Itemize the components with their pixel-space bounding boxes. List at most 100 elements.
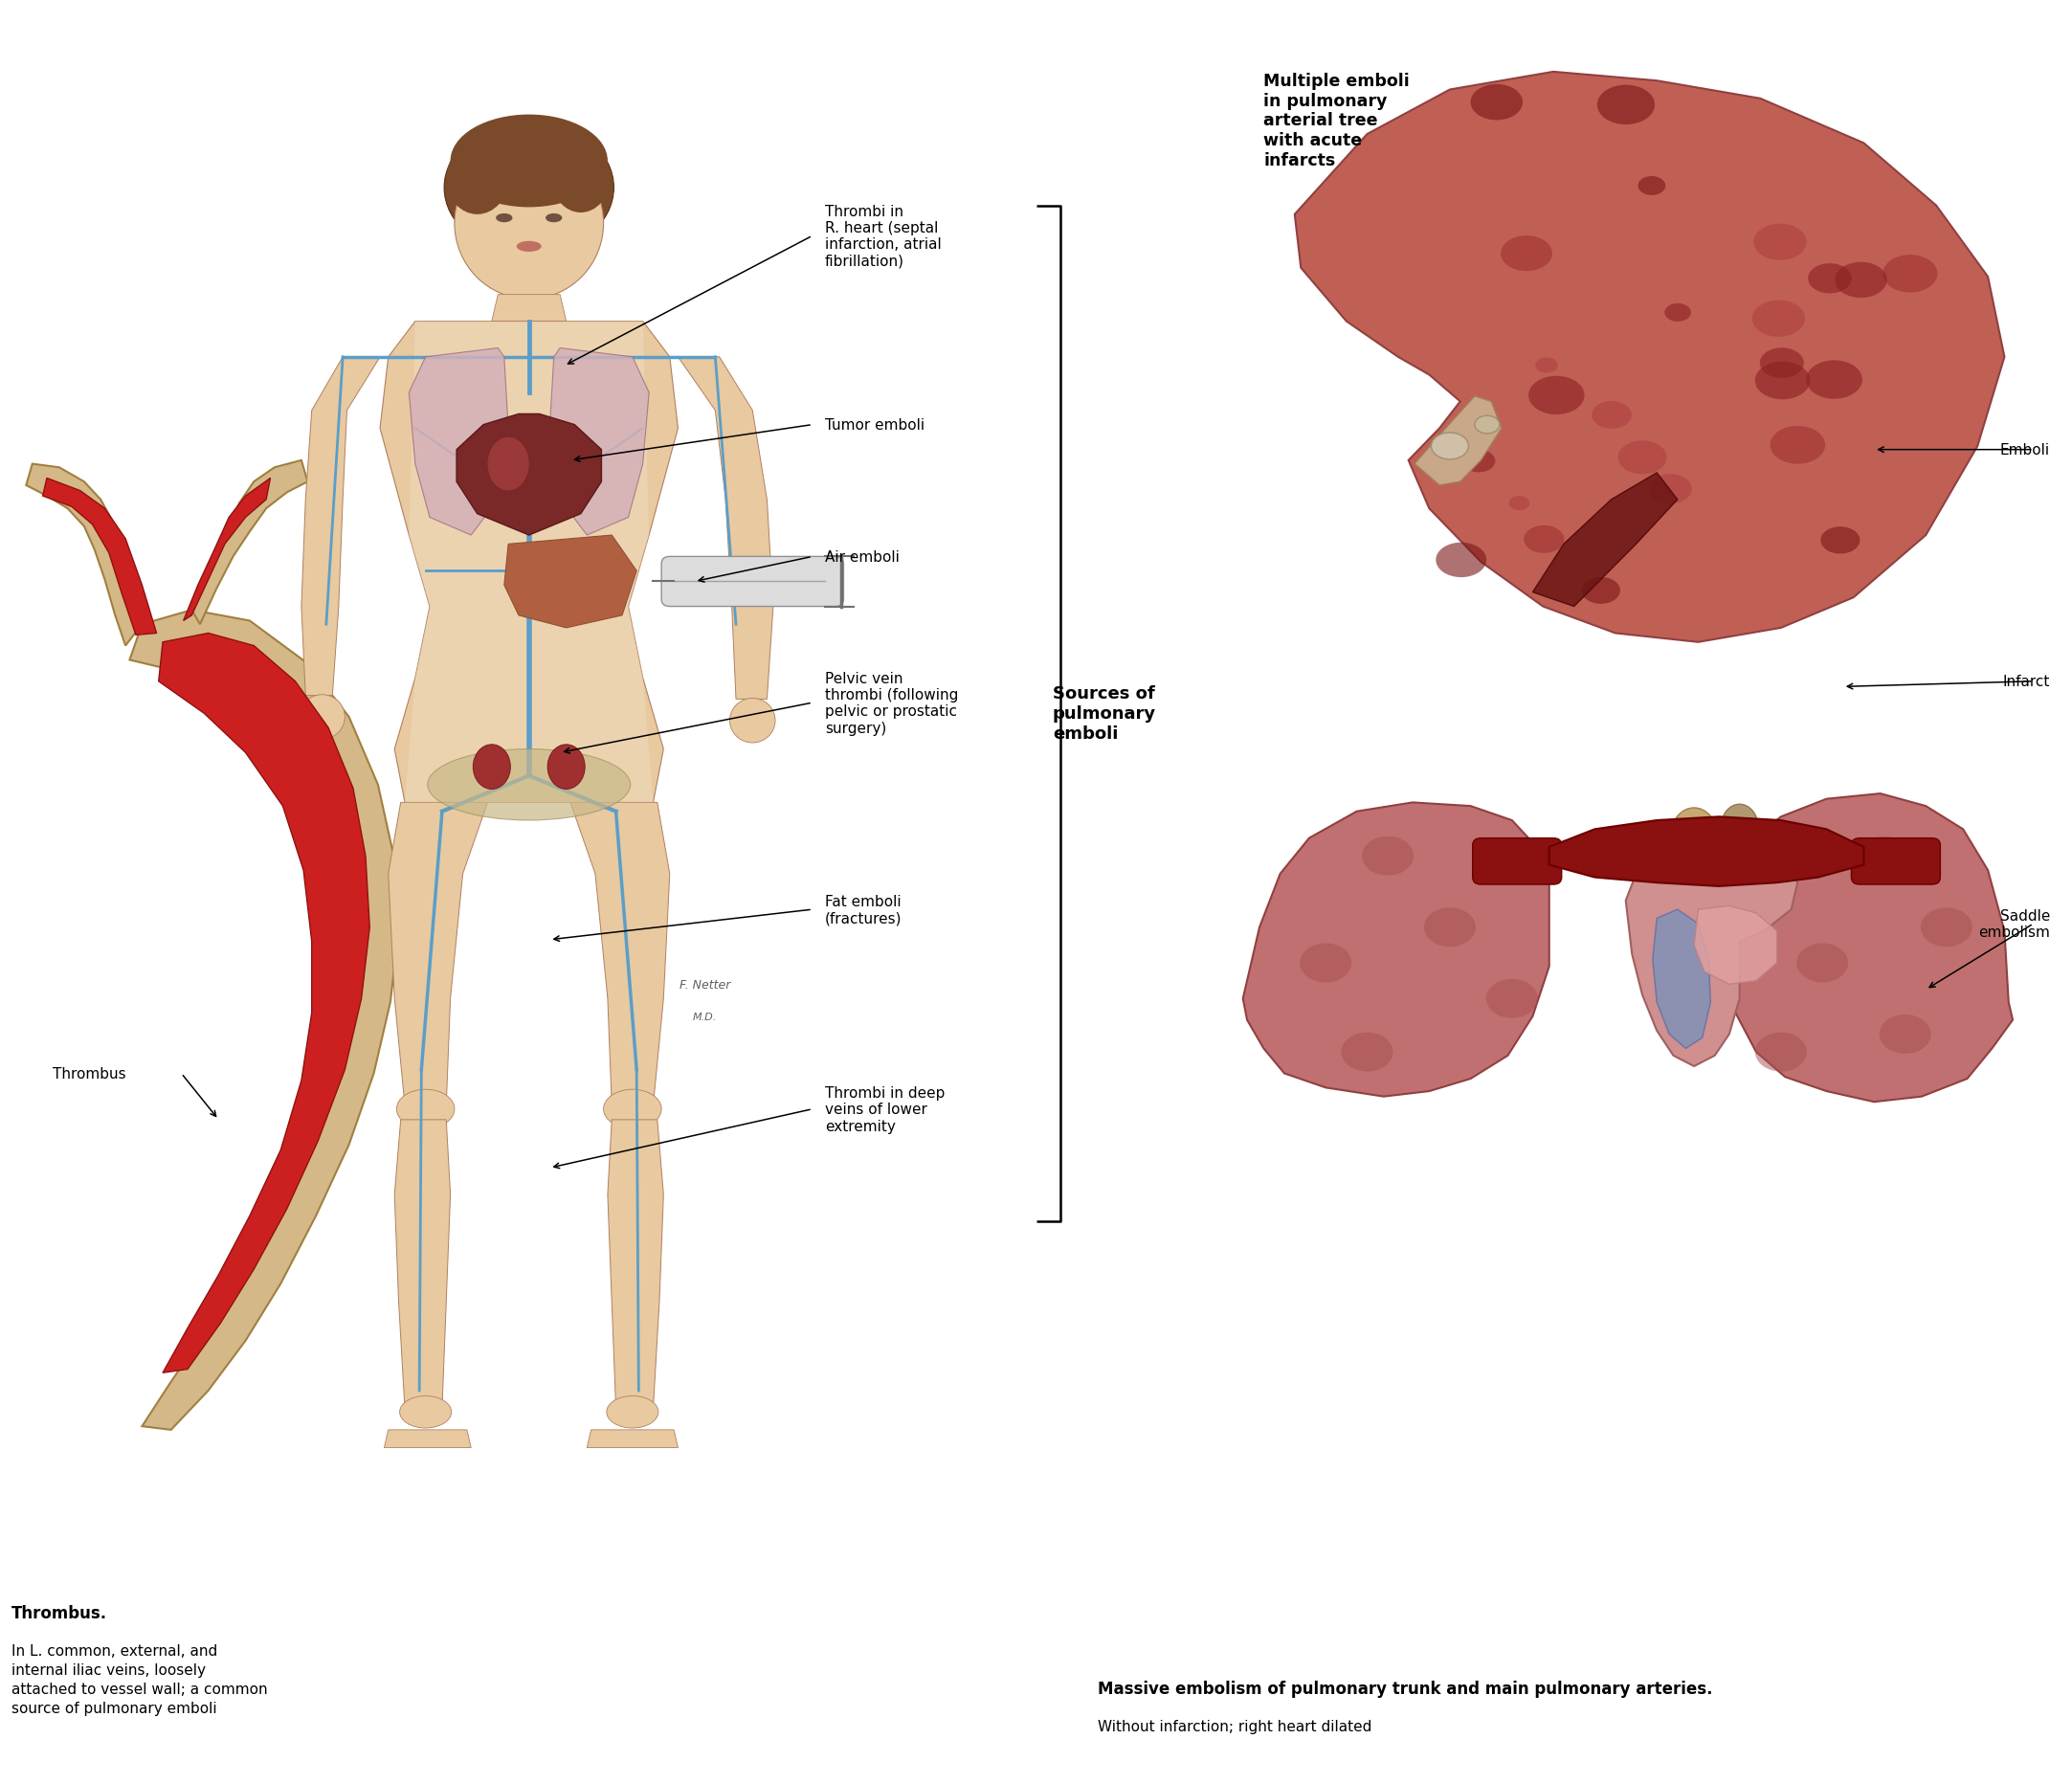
Ellipse shape xyxy=(1759,348,1805,378)
Ellipse shape xyxy=(551,146,609,214)
Polygon shape xyxy=(27,464,143,646)
Ellipse shape xyxy=(1755,362,1811,400)
Ellipse shape xyxy=(1769,426,1825,464)
Ellipse shape xyxy=(516,243,541,253)
Text: Infarct: Infarct xyxy=(2004,674,2049,689)
Polygon shape xyxy=(491,294,566,321)
Polygon shape xyxy=(503,535,636,628)
Text: M.D.: M.D. xyxy=(692,1012,717,1022)
Polygon shape xyxy=(1415,396,1502,485)
Ellipse shape xyxy=(1664,303,1691,323)
Ellipse shape xyxy=(603,1090,661,1129)
Ellipse shape xyxy=(1500,237,1552,271)
Ellipse shape xyxy=(1672,808,1718,862)
Text: Thrombi in
R. heart (septal
infarction, atrial
fibrillation): Thrombi in R. heart (septal infarction, … xyxy=(825,205,941,269)
Polygon shape xyxy=(1533,473,1678,607)
Ellipse shape xyxy=(729,699,775,744)
Text: Tumor emboli: Tumor emboli xyxy=(825,417,924,432)
Polygon shape xyxy=(570,803,669,1106)
Text: Thrombus: Thrombus xyxy=(54,1067,126,1081)
Polygon shape xyxy=(1550,817,1863,887)
Ellipse shape xyxy=(298,696,344,740)
Text: F. Netter: F. Netter xyxy=(680,978,731,990)
Ellipse shape xyxy=(1463,450,1496,473)
Ellipse shape xyxy=(607,1397,659,1429)
Polygon shape xyxy=(160,633,369,1374)
Ellipse shape xyxy=(1529,376,1585,416)
Polygon shape xyxy=(383,1431,470,1449)
Ellipse shape xyxy=(1598,86,1656,125)
Ellipse shape xyxy=(1836,262,1888,298)
Ellipse shape xyxy=(1821,528,1861,555)
Ellipse shape xyxy=(454,148,603,300)
Text: Emboli: Emboli xyxy=(1999,442,2049,457)
FancyBboxPatch shape xyxy=(661,557,843,607)
Ellipse shape xyxy=(1753,301,1805,337)
Ellipse shape xyxy=(545,214,562,223)
Ellipse shape xyxy=(1722,805,1759,851)
Ellipse shape xyxy=(427,749,630,821)
Text: Thrombi in deep
veins of lower
extremity: Thrombi in deep veins of lower extremity xyxy=(825,1085,945,1133)
Polygon shape xyxy=(193,460,307,624)
Ellipse shape xyxy=(1859,837,1910,876)
Ellipse shape xyxy=(1475,416,1500,434)
Polygon shape xyxy=(394,1120,450,1409)
Ellipse shape xyxy=(1436,542,1486,578)
Text: Air emboli: Air emboli xyxy=(825,549,899,564)
FancyBboxPatch shape xyxy=(1850,838,1939,885)
Text: Multiple emboli
in pulmonary
arterial tree
with acute
infarcts: Multiple emboli in pulmonary arterial tr… xyxy=(1264,73,1409,169)
Ellipse shape xyxy=(400,1397,452,1429)
Ellipse shape xyxy=(1471,86,1523,121)
Polygon shape xyxy=(44,478,157,635)
Text: Without infarction; right heart dilated: Without infarction; right heart dilated xyxy=(1098,1718,1372,1732)
Text: Saddle
embolism: Saddle embolism xyxy=(1979,908,2049,940)
Ellipse shape xyxy=(1883,255,1937,293)
Ellipse shape xyxy=(1361,837,1413,876)
Ellipse shape xyxy=(1755,1033,1807,1072)
Polygon shape xyxy=(300,357,379,696)
Text: In L. common, external, and
internal iliac veins, loosely
attached to vessel wal: In L. common, external, and internal ili… xyxy=(12,1643,267,1714)
Ellipse shape xyxy=(472,746,510,790)
Polygon shape xyxy=(1295,73,2004,642)
Polygon shape xyxy=(456,414,601,535)
Text: Sources of
pulmonary
emboli: Sources of pulmonary emboli xyxy=(1053,685,1156,742)
Ellipse shape xyxy=(1879,1015,1931,1054)
Ellipse shape xyxy=(1523,526,1564,553)
Polygon shape xyxy=(586,1431,678,1449)
Polygon shape xyxy=(184,478,269,621)
Ellipse shape xyxy=(1341,1033,1392,1072)
FancyBboxPatch shape xyxy=(1473,838,1562,885)
Ellipse shape xyxy=(1423,908,1475,947)
Ellipse shape xyxy=(1591,401,1633,430)
Ellipse shape xyxy=(495,214,512,223)
Ellipse shape xyxy=(1753,225,1807,260)
Polygon shape xyxy=(379,321,678,803)
Polygon shape xyxy=(1627,838,1798,1067)
Ellipse shape xyxy=(396,1090,454,1129)
Text: Pelvic vein
thrombi (following
pelvic or prostatic
surgery): Pelvic vein thrombi (following pelvic or… xyxy=(825,671,959,735)
Ellipse shape xyxy=(1796,944,1848,983)
Ellipse shape xyxy=(487,437,528,491)
Polygon shape xyxy=(607,1120,663,1409)
Polygon shape xyxy=(408,348,508,535)
Ellipse shape xyxy=(1486,979,1537,1019)
Ellipse shape xyxy=(1637,177,1666,196)
Text: Fat emboli
(fractures): Fat emboli (fractures) xyxy=(825,894,901,926)
Polygon shape xyxy=(1243,803,1550,1097)
Ellipse shape xyxy=(1921,908,1973,947)
Ellipse shape xyxy=(547,746,584,790)
Ellipse shape xyxy=(1809,264,1852,294)
Ellipse shape xyxy=(450,116,607,209)
Text: Massive embolism of pulmonary trunk and main pulmonary arteries.: Massive embolism of pulmonary trunk and … xyxy=(1098,1679,1714,1697)
Ellipse shape xyxy=(1432,434,1469,460)
Ellipse shape xyxy=(1299,944,1351,983)
Polygon shape xyxy=(387,803,487,1106)
Ellipse shape xyxy=(1807,360,1863,400)
Ellipse shape xyxy=(1581,578,1620,605)
Polygon shape xyxy=(549,348,649,535)
Ellipse shape xyxy=(1508,496,1529,510)
Polygon shape xyxy=(1653,910,1711,1049)
Ellipse shape xyxy=(1647,475,1693,505)
Polygon shape xyxy=(1724,794,2012,1103)
Polygon shape xyxy=(678,357,773,699)
